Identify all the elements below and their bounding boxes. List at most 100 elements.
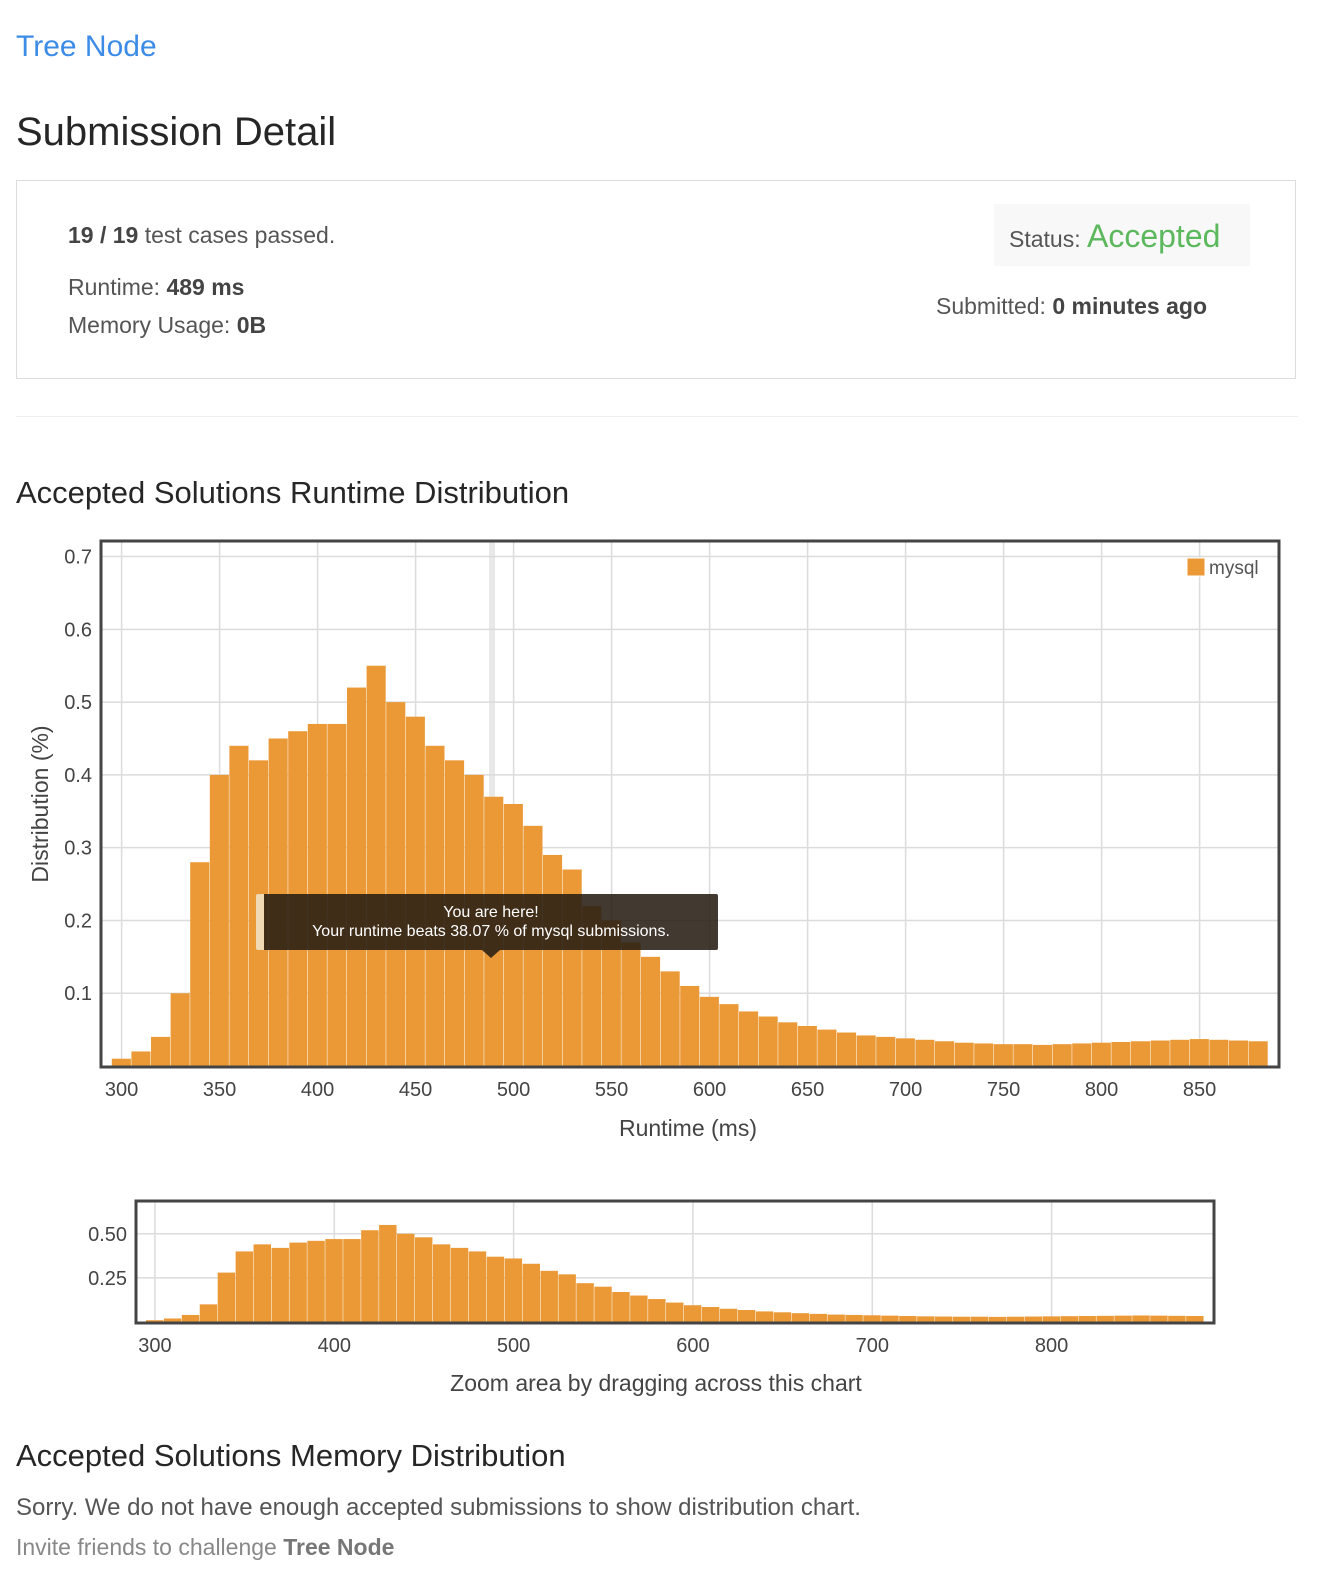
- zoom-navigator-chart[interactable]: 0.25 0.50 300 400 500 600 700 800: [0, 1190, 1336, 1370]
- histogram-bar: [1189, 1039, 1209, 1066]
- histogram-bar: [1186, 1316, 1204, 1322]
- histogram-bar: [845, 1314, 863, 1322]
- histogram-bar: [797, 1025, 817, 1066]
- histogram-bar: [817, 1029, 837, 1066]
- histogram-bar: [876, 1036, 896, 1066]
- histogram-bar: [209, 774, 229, 1066]
- histogram-bar: [1072, 1043, 1092, 1066]
- runtime-value: 489 ms: [166, 274, 245, 300]
- histogram-bar: [1052, 1044, 1072, 1066]
- histogram-bar: [895, 1038, 915, 1066]
- runtime-distribution-title: Accepted Solutions Runtime Distribution: [16, 475, 570, 510]
- histogram-bar: [1091, 1042, 1111, 1066]
- histogram-bar: [181, 1314, 200, 1322]
- legend-swatch: [1186, 557, 1206, 577]
- submitted-value: 0 minutes ago: [1052, 293, 1207, 319]
- histogram-bar: [739, 1011, 759, 1066]
- memory-value: 0B: [236, 312, 267, 338]
- histogram-bar: [131, 1051, 151, 1066]
- y-tick-label: 0.4: [64, 765, 92, 787]
- histogram-bar: [666, 1302, 684, 1322]
- passed-separator: /: [93, 222, 113, 248]
- histogram-bar: [1060, 1316, 1078, 1322]
- histogram-bar: [1114, 1315, 1132, 1322]
- histogram-bar: [917, 1316, 935, 1322]
- tooltip-line-2: Your runtime beats 38.07 % of mysql subm…: [312, 923, 670, 940]
- main-chart-frame: [99, 539, 1281, 1069]
- histogram-bar: [366, 665, 386, 1066]
- section-divider: [16, 416, 1298, 417]
- histogram-bar: [601, 920, 621, 1066]
- histogram-bar: [683, 1305, 702, 1322]
- problem-title-link[interactable]: Tree Node: [16, 30, 157, 63]
- tooltip-line-1: You are here!: [443, 904, 539, 921]
- x-tick-label: 300: [138, 1335, 171, 1357]
- total-count: 19: [112, 222, 139, 248]
- histogram-bar: [450, 1247, 469, 1322]
- histogram-bar: [543, 854, 563, 1066]
- status-label: Status:: [1009, 226, 1087, 252]
- memory-label: Memory Usage:: [68, 312, 237, 338]
- histogram-bar: [1150, 1040, 1170, 1066]
- nav-chart-frame: [134, 1199, 1216, 1325]
- histogram-bar: [1111, 1041, 1131, 1066]
- histogram-bar: [758, 1016, 778, 1066]
- histogram-bar: [974, 1043, 994, 1066]
- submitted-line: Submitted: 0 minutes ago: [936, 293, 1207, 320]
- y-tick-label: 0.3: [64, 838, 92, 860]
- histogram-bar: [630, 1295, 648, 1322]
- histogram-bar: [1033, 1044, 1053, 1066]
- histogram-bar: [504, 1258, 523, 1322]
- runtime-distribution-chart[interactable]: 0.1 0.2 0.3 0.4 0.5 0.6 0.7 300 350 400 450 500 550…: [0, 530, 1336, 1160]
- x-tick-label: 750: [987, 1079, 1020, 1101]
- histogram-bar: [954, 1042, 974, 1066]
- histogram-bar: [699, 996, 719, 1066]
- x-tick-label: 450: [399, 1079, 432, 1101]
- x-tick-label: 700: [889, 1079, 922, 1101]
- histogram-bar: [988, 1316, 1007, 1322]
- x-tick-label: 600: [693, 1079, 726, 1101]
- test-cases-passed: 19 / 19 test cases passed.: [68, 222, 335, 249]
- histogram-bar: [970, 1316, 989, 1322]
- legend-label[interactable]: mysql: [1209, 558, 1259, 579]
- histogram-bar: [701, 1307, 720, 1322]
- histogram-bar: [1042, 1316, 1061, 1322]
- histogram-bar: [253, 1244, 271, 1322]
- histogram-bar: [621, 942, 641, 1066]
- page-title: Submission Detail: [16, 110, 337, 154]
- x-tick-label: 400: [318, 1335, 351, 1357]
- histogram-bar: [863, 1315, 881, 1322]
- histogram-bar: [163, 1318, 182, 1322]
- histogram-bar: [1078, 1316, 1096, 1322]
- x-tick-label: 300: [105, 1079, 138, 1101]
- status-accepted[interactable]: Accepted: [1086, 218, 1221, 254]
- y-axis-label: Distribution (%): [27, 725, 53, 882]
- status-box: [994, 204, 1250, 266]
- x-tick-label: 650: [791, 1079, 824, 1101]
- main-y-ticks: 0.1 0.2 0.3 0.4 0.5 0.6 0.7: [64, 547, 92, 1006]
- histogram-bar: [217, 1272, 236, 1322]
- x-tick-label: 500: [497, 1079, 530, 1101]
- runtime-label: Runtime:: [68, 274, 167, 300]
- histogram-bar: [719, 1004, 739, 1066]
- main-chart-bars: [111, 665, 1268, 1066]
- histogram-bar: [1006, 1316, 1025, 1322]
- runtime-tooltip: You are here! Your runtime beats 38.07 %…: [256, 894, 718, 950]
- histogram-bar: [915, 1039, 935, 1066]
- x-tick-label: 350: [203, 1079, 236, 1101]
- invite-prefix: Invite friends to challenge: [16, 1534, 284, 1560]
- y-tick-label: 0.7: [64, 547, 92, 569]
- histogram-bar: [397, 1233, 415, 1322]
- histogram-bar: [755, 1311, 774, 1322]
- histogram-bar: [199, 1304, 218, 1322]
- histogram-bar: [540, 1270, 558, 1322]
- memory-line: Memory Usage: 0B: [68, 312, 266, 339]
- x-tick-label: 700: [856, 1335, 889, 1357]
- histogram-bar: [837, 1032, 857, 1066]
- x-tick-label: 800: [1035, 1335, 1068, 1357]
- invite-problem[interactable]: Tree Node: [283, 1534, 395, 1560]
- x-tick-label: 400: [301, 1079, 334, 1101]
- histogram-bar: [1013, 1044, 1033, 1066]
- histogram-bar: [558, 1274, 576, 1322]
- nav-chart-bars: [145, 1224, 1204, 1322]
